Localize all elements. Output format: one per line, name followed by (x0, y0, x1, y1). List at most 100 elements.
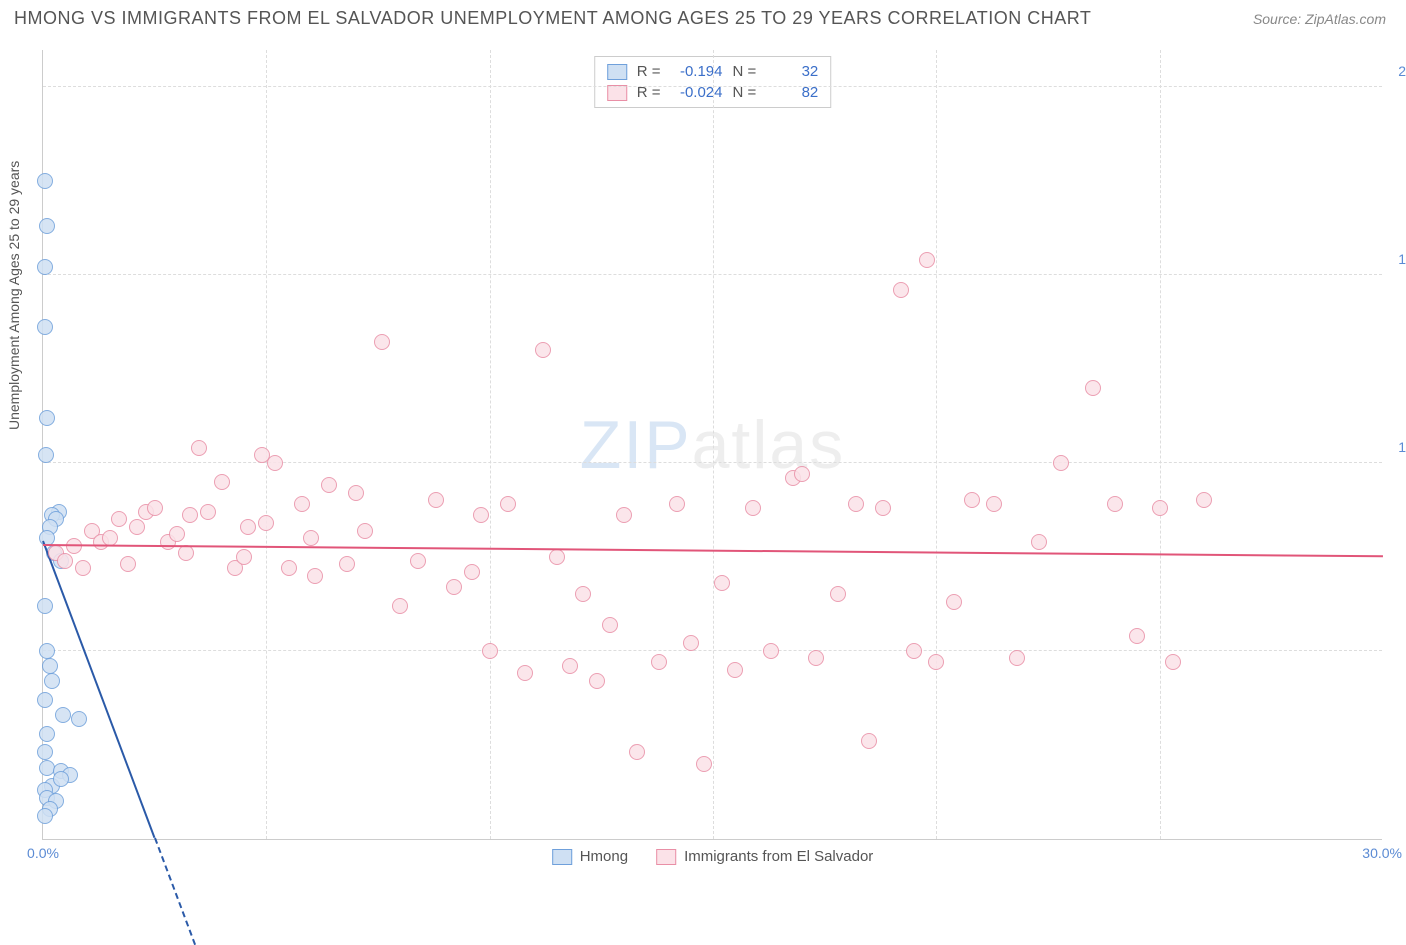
scatter-point-hmong (39, 218, 55, 234)
scatter-point-immigrants-from-el-salvador (1031, 534, 1047, 550)
scatter-point-immigrants-from-el-salvador (893, 282, 909, 298)
scatter-point-hmong (37, 173, 53, 189)
scatter-point-immigrants-from-el-salvador (535, 342, 551, 358)
grid-line-vertical (490, 50, 491, 839)
scatter-point-immigrants-from-el-salvador (348, 485, 364, 501)
scatter-point-immigrants-from-el-salvador (794, 466, 810, 482)
scatter-point-immigrants-from-el-salvador (410, 553, 426, 569)
scatter-point-immigrants-from-el-salvador (602, 617, 618, 633)
chart-plot-area: ZIPatlas R = -0.194 N = 32 R = -0.024 N … (42, 50, 1382, 840)
scatter-point-immigrants-from-el-salvador (129, 519, 145, 535)
scatter-point-immigrants-from-el-salvador (562, 658, 578, 674)
scatter-point-immigrants-from-el-salvador (1107, 496, 1123, 512)
scatter-point-immigrants-from-el-salvador (464, 564, 480, 580)
scatter-point-immigrants-from-el-salvador (808, 650, 824, 666)
scatter-point-immigrants-from-el-salvador (964, 492, 980, 508)
scatter-point-hmong (39, 643, 55, 659)
scatter-point-immigrants-from-el-salvador (651, 654, 667, 670)
scatter-point-immigrants-from-el-salvador (446, 579, 462, 595)
scatter-point-immigrants-from-el-salvador (240, 519, 256, 535)
scatter-point-immigrants-from-el-salvador (714, 575, 730, 591)
scatter-point-immigrants-from-el-salvador (258, 515, 274, 531)
scatter-point-immigrants-from-el-salvador (169, 526, 185, 542)
swatch-hmong (607, 64, 627, 80)
scatter-point-immigrants-from-el-salvador (946, 594, 962, 610)
bottom-legend: Hmong Immigrants from El Salvador (552, 848, 874, 865)
scatter-point-immigrants-from-el-salvador (928, 654, 944, 670)
scatter-point-immigrants-from-el-salvador (727, 662, 743, 678)
scatter-point-hmong (37, 808, 53, 824)
scatter-point-immigrants-from-el-salvador (303, 530, 319, 546)
scatter-point-immigrants-from-el-salvador (745, 500, 761, 516)
x-tick-label: 0.0% (27, 845, 59, 861)
scatter-point-immigrants-from-el-salvador (517, 665, 533, 681)
grid-line-vertical (1160, 50, 1161, 839)
scatter-point-immigrants-from-el-salvador (57, 553, 73, 569)
scatter-point-immigrants-from-el-salvador (906, 643, 922, 659)
scatter-point-immigrants-from-el-salvador (861, 733, 877, 749)
scatter-point-immigrants-from-el-salvador (191, 440, 207, 456)
scatter-point-immigrants-from-el-salvador (696, 756, 712, 772)
scatter-point-hmong (37, 692, 53, 708)
scatter-point-immigrants-from-el-salvador (281, 560, 297, 576)
scatter-point-hmong (39, 726, 55, 742)
scatter-point-immigrants-from-el-salvador (986, 496, 1002, 512)
scatter-point-immigrants-from-el-salvador (830, 586, 846, 602)
scatter-point-immigrants-from-el-salvador (616, 507, 632, 523)
scatter-point-immigrants-from-el-salvador (549, 549, 565, 565)
scatter-point-immigrants-from-el-salvador (1129, 628, 1145, 644)
y-tick-label: 20.0% (1398, 63, 1406, 79)
scatter-point-immigrants-from-el-salvador (875, 500, 891, 516)
y-tick-label: 15.0% (1398, 251, 1406, 267)
scatter-point-immigrants-from-el-salvador (1053, 455, 1069, 471)
title-bar: HMONG VS IMMIGRANTS FROM EL SALVADOR UNE… (0, 0, 1406, 33)
scatter-point-immigrants-from-el-salvador (919, 252, 935, 268)
scatter-point-immigrants-from-el-salvador (178, 545, 194, 561)
y-tick-label: 10.0% (1398, 439, 1406, 455)
scatter-point-hmong (71, 711, 87, 727)
scatter-point-immigrants-from-el-salvador (111, 511, 127, 527)
scatter-point-immigrants-from-el-salvador (267, 455, 283, 471)
scatter-point-immigrants-from-el-salvador (629, 744, 645, 760)
scatter-point-immigrants-from-el-salvador (321, 477, 337, 493)
scatter-point-hmong (37, 744, 53, 760)
scatter-point-hmong (39, 410, 55, 426)
scatter-point-immigrants-from-el-salvador (589, 673, 605, 689)
grid-line-vertical (936, 50, 937, 839)
swatch-elsalvador-legend (656, 849, 676, 865)
legend-item-elsalvador: Immigrants from El Salvador (656, 848, 873, 865)
scatter-point-immigrants-from-el-salvador (147, 500, 163, 516)
legend-item-hmong: Hmong (552, 848, 628, 865)
scatter-point-immigrants-from-el-salvador (575, 586, 591, 602)
scatter-point-immigrants-from-el-salvador (473, 507, 489, 523)
scatter-point-hmong (37, 598, 53, 614)
scatter-point-immigrants-from-el-salvador (683, 635, 699, 651)
source-label: Source: ZipAtlas.com (1253, 11, 1386, 27)
chart-title: HMONG VS IMMIGRANTS FROM EL SALVADOR UNE… (14, 8, 1091, 29)
scatter-point-hmong (55, 707, 71, 723)
grid-line-vertical (266, 50, 267, 839)
scatter-point-hmong (38, 447, 54, 463)
scatter-point-immigrants-from-el-salvador (75, 560, 91, 576)
scatter-point-immigrants-from-el-salvador (848, 496, 864, 512)
scatter-point-immigrants-from-el-salvador (182, 507, 198, 523)
trend-line-extension-hmong (154, 838, 196, 945)
y-axis-label: Unemployment Among Ages 25 to 29 years (6, 161, 22, 430)
scatter-point-immigrants-from-el-salvador (214, 474, 230, 490)
scatter-point-immigrants-from-el-salvador (1165, 654, 1181, 670)
scatter-point-immigrants-from-el-salvador (482, 643, 498, 659)
scatter-point-immigrants-from-el-salvador (307, 568, 323, 584)
swatch-hmong-legend (552, 849, 572, 865)
scatter-point-immigrants-from-el-salvador (120, 556, 136, 572)
scatter-point-hmong (37, 259, 53, 275)
scatter-point-hmong (42, 658, 58, 674)
scatter-point-immigrants-from-el-salvador (428, 492, 444, 508)
scatter-point-immigrants-from-el-salvador (294, 496, 310, 512)
x-tick-label: 30.0% (1362, 845, 1402, 861)
scatter-point-immigrants-from-el-salvador (392, 598, 408, 614)
scatter-point-immigrants-from-el-salvador (1196, 492, 1212, 508)
scatter-point-immigrants-from-el-salvador (1085, 380, 1101, 396)
scatter-point-immigrants-from-el-salvador (357, 523, 373, 539)
scatter-point-immigrants-from-el-salvador (1152, 500, 1168, 516)
swatch-elsalvador (607, 85, 627, 101)
